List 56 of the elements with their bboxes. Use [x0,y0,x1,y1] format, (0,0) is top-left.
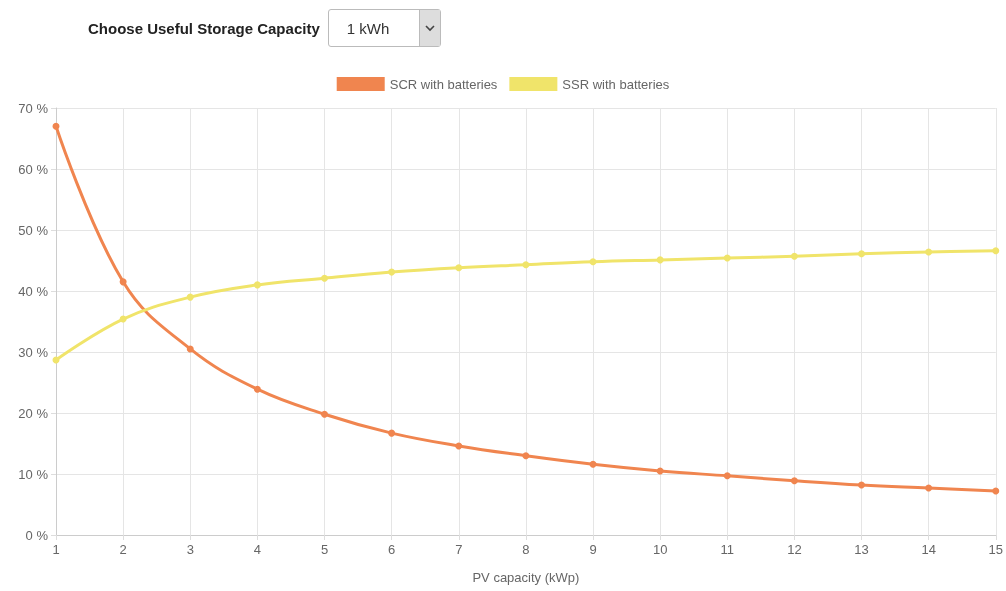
point [992,247,1000,255]
x-tick-label: 3 [186,542,194,557]
legend-label: SCR with batteries [389,76,498,92]
x-tick-label: 4 [253,542,261,557]
point [723,254,731,262]
point [253,281,261,289]
y-tick-label: 20 % [18,405,49,421]
y-tick-label: 70 % [18,100,49,116]
point [589,460,597,468]
x-axis-title: PV capacity (kWp) [472,570,580,585]
point [388,429,396,437]
point [992,487,1000,495]
x-tick-label: 7 [455,542,463,557]
x-tick-label: 11 [720,542,735,557]
chart-title: Choose Useful Storage Capacity [88,19,320,37]
point [455,442,463,450]
x-tick-label: 10 [652,542,668,557]
y-tick-label: 30 % [18,344,49,360]
x-tick-label: 2 [119,542,127,557]
point [656,256,664,264]
point [186,293,194,301]
point [925,248,933,256]
x-tick-label: 6 [388,542,396,557]
point [119,278,127,286]
x-tick-label: 12 [787,542,802,557]
point [589,258,597,266]
point [790,252,798,260]
x-tick-label: 8 [522,542,530,557]
legend-label: SSR with batteries [562,76,670,92]
x-tick-label: 9 [589,542,597,557]
point [186,345,194,353]
point [522,452,530,460]
y-tick-label: 50 % [18,222,49,238]
point [321,274,329,282]
point [522,261,530,269]
y-tick-label: 40 % [18,283,49,299]
x-tick-label: 5 [320,542,329,557]
y-tick-label: 10 % [18,466,49,482]
point [723,472,731,480]
dropdown: 1 kWh [327,9,441,47]
y-tick-label: 0 % [25,527,49,543]
point [388,268,396,276]
point [656,467,664,475]
x-tick-label: 1 [52,542,60,557]
point [858,250,866,258]
x-tick-label: 13 [854,542,869,557]
x-tick-label: 14 [921,542,936,557]
point [858,481,866,489]
point [925,484,933,492]
y-tick-label: 60 % [18,161,49,177]
point [253,385,261,393]
point [455,264,463,272]
point [790,477,798,485]
point [321,410,329,418]
point [52,122,60,130]
x-tick-label: 15 [988,542,1003,557]
